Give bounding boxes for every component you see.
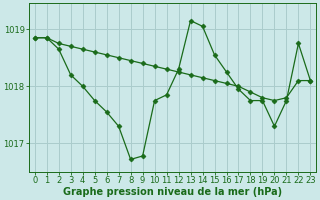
- X-axis label: Graphe pression niveau de la mer (hPa): Graphe pression niveau de la mer (hPa): [63, 187, 282, 197]
